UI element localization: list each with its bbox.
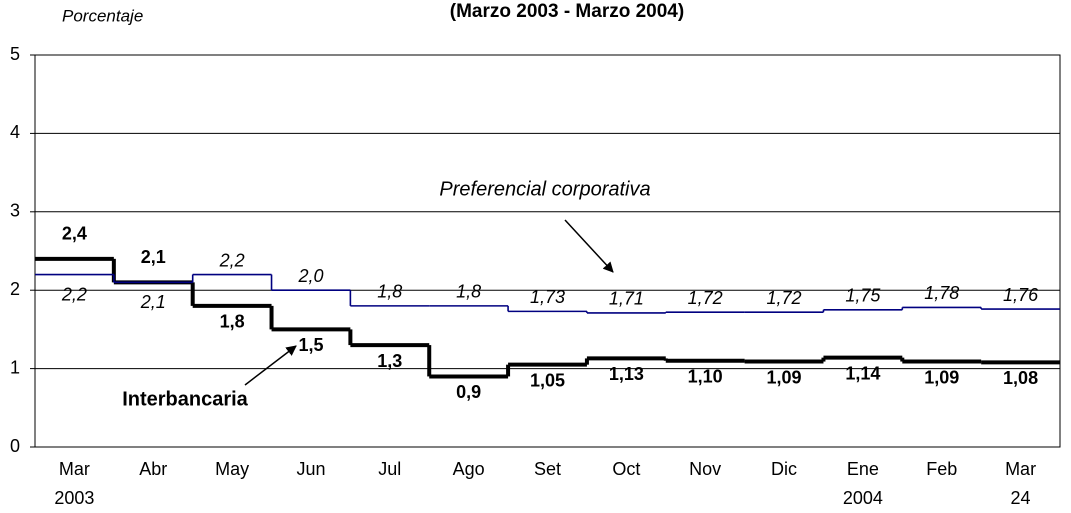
x-tick-label: Jun [296, 459, 325, 479]
plot-border [34, 54, 1061, 448]
y-tick-label: 1 [10, 357, 20, 377]
value-label: 1,71 [609, 289, 644, 309]
value-label: 2,1 [140, 292, 166, 312]
x-tick-label: Ago [453, 459, 485, 479]
x-tick-label: Mar [59, 459, 90, 479]
y-axis-label: Porcentaje [62, 6, 143, 25]
value-label: 1,72 [767, 288, 802, 308]
value-label: 1,5 [298, 335, 323, 355]
value-label: 1,05 [530, 370, 565, 390]
x-tick-label: Ene [847, 459, 879, 479]
annotation-arrow [564, 219, 614, 273]
x-tick-sublabel: 2003 [54, 488, 94, 508]
y-tick-label: 5 [10, 44, 20, 64]
value-label: 1,8 [377, 282, 402, 302]
value-label: 1,75 [845, 286, 881, 306]
x-tick-sublabel: 2004 [843, 488, 883, 508]
value-label: 1,8 [220, 312, 245, 332]
value-label: 1,3 [377, 351, 402, 371]
x-tick-label: Oct [612, 459, 640, 479]
x-tick-label: Dic [771, 459, 797, 479]
chart-title: (Marzo 2003 - Marzo 2004) [450, 1, 684, 22]
x-tick-label: Abr [139, 459, 167, 479]
y-tick-label: 3 [10, 201, 20, 221]
x-tick-label: Jul [378, 459, 401, 479]
series-annotation: Preferencial corporativa [439, 178, 650, 200]
value-label: 1,09 [767, 367, 802, 387]
y-tick-label: 0 [10, 436, 20, 456]
value-label: 1,08 [1003, 368, 1038, 388]
value-label: 1,10 [688, 367, 723, 387]
value-label: 1,72 [688, 288, 723, 308]
annotation-arrow [244, 345, 297, 386]
value-label: 1,76 [1003, 285, 1039, 305]
value-label: 1,8 [456, 282, 481, 302]
value-label: 1,14 [845, 363, 880, 383]
value-label: 1,09 [924, 367, 959, 387]
value-label: 2,0 [297, 266, 323, 286]
value-label: 2,1 [141, 247, 166, 267]
value-label: 1,78 [924, 283, 959, 303]
series-annotation: Interbancaria [122, 388, 248, 410]
y-tick-label: 2 [10, 279, 20, 299]
x-tick-label: May [215, 459, 249, 479]
x-tick-sublabel: 24 [1011, 488, 1031, 508]
value-label: 0,9 [456, 382, 481, 402]
y-tick-label: 4 [10, 122, 20, 142]
value-label: 1,13 [609, 364, 644, 384]
x-tick-label: Feb [926, 459, 957, 479]
value-label: 2,4 [62, 224, 87, 244]
x-tick-label: Set [534, 459, 561, 479]
x-tick-label: Mar [1005, 459, 1036, 479]
value-label: 2,2 [219, 250, 245, 270]
value-label: 1,73 [530, 287, 565, 307]
value-label: 2,2 [61, 284, 87, 304]
x-tick-label: Nov [689, 459, 721, 479]
